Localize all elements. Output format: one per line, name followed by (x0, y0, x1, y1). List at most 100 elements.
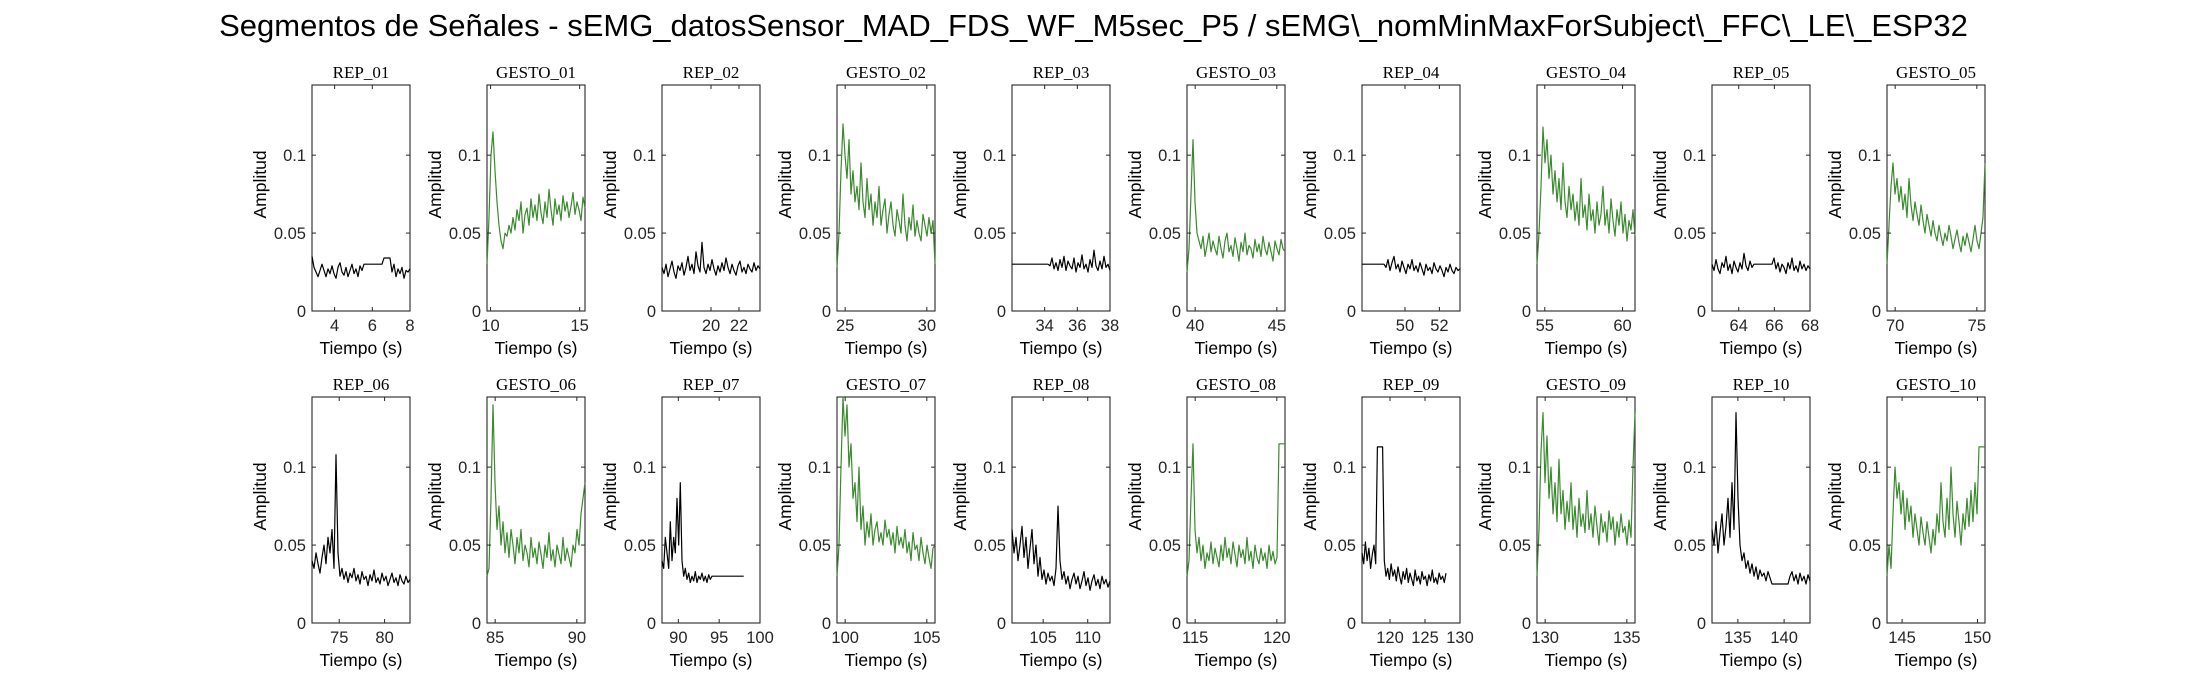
x-axis-label: Tiempo (s) (1895, 650, 1978, 670)
series-line (1362, 255, 1461, 278)
x-axis-label: Tiempo (s) (1545, 650, 1628, 670)
y-tick-label: 0.1 (1333, 459, 1356, 477)
y-axis-label: Amplitud (1650, 150, 1670, 218)
subplot-gesto-05: 70 75 0 0.05 0.1 GESTO_05 Tiempo (s) Amplitud (1825, 63, 1986, 358)
x-tick-label: 120 (1263, 629, 1291, 647)
x-tick-label: 20 (702, 317, 720, 335)
x-tick-label: 70 (1886, 317, 1904, 335)
x-tick-label: 60 (1613, 317, 1631, 335)
x-tick-label: 100 (746, 629, 774, 647)
y-tick-label: 0 (1172, 615, 1181, 633)
axes-box (1361, 396, 1461, 624)
x-tick-label: 40 (1186, 317, 1204, 335)
y-tick-label: 0.1 (1683, 459, 1706, 477)
series-line (311, 454, 411, 587)
x-axis-label: Tiempo (s) (1370, 338, 1453, 358)
y-axis-label: Amplitud (250, 462, 270, 530)
x-tick-label: 105 (913, 629, 941, 647)
subplot-title: REP_09 (1383, 375, 1440, 394)
y-tick-label: 0.1 (1508, 147, 1531, 165)
x-tick-label: 10 (481, 317, 499, 335)
series-line (1886, 446, 1985, 577)
subplot-title: REP_01 (333, 63, 390, 82)
x-axis-label: Tiempo (s) (1370, 650, 1453, 670)
x-axis-label: Tiempo (s) (845, 338, 928, 358)
y-axis-label: Amplitud (775, 462, 795, 530)
y-tick-label: 0.1 (983, 147, 1006, 165)
y-tick-label: 0 (297, 615, 306, 633)
subplot-rep-05: 64 66 68 0 0.05 0.1 REP_05 Tiempo (s) Amplitud (1650, 63, 1819, 358)
x-tick-label: 45 (1268, 317, 1286, 335)
axes-box (311, 84, 411, 312)
y-tick-label: 0.1 (633, 459, 656, 477)
y-axis-label: Amplitud (775, 150, 795, 218)
subplot-title: GESTO_04 (1546, 63, 1626, 82)
x-axis-label: Tiempo (s) (495, 650, 578, 670)
subplot-title: GESTO_10 (1896, 375, 1976, 394)
x-tick-label: 50 (1396, 317, 1414, 335)
x-axis-label: Tiempo (s) (1020, 338, 1103, 358)
series-line (661, 241, 761, 279)
axes-box (836, 396, 936, 624)
subplot-rep-09: 120 125 130 0 0.05 0.1 REP_09 Tiempo (s) Amplitu… (1300, 375, 1474, 670)
x-tick-label: 68 (1801, 317, 1819, 335)
y-axis-label: Amplitud (250, 150, 270, 218)
x-axis-label: Tiempo (s) (1195, 338, 1278, 358)
y-axis-label: Amplitud (1475, 150, 1495, 218)
y-tick-label: 0 (1697, 615, 1706, 633)
series-line (1011, 505, 1111, 591)
y-axis-label: Amplitud (1825, 150, 1845, 218)
x-tick-label: 120 (1376, 629, 1404, 647)
y-tick-label: 0.1 (808, 459, 831, 477)
x-tick-label: 8 (405, 317, 414, 335)
series-line (1012, 249, 1111, 273)
axes-box (486, 396, 586, 624)
series-line (836, 396, 936, 577)
y-axis-label: Amplitud (1125, 462, 1145, 530)
series-line (486, 404, 586, 577)
y-tick-label: 0 (647, 303, 656, 321)
y-tick-label: 0.1 (1333, 147, 1356, 165)
subplot-title: REP_10 (1733, 375, 1790, 394)
series-line (1536, 126, 1636, 265)
x-tick-label: 22 (730, 317, 748, 335)
series-line (836, 123, 936, 268)
y-tick-label: 0.1 (458, 459, 481, 477)
y-axis-label: Amplitud (950, 462, 970, 530)
y-tick-label: 0 (822, 615, 831, 633)
y-tick-label: 0.1 (808, 147, 831, 165)
axes-box (661, 396, 761, 624)
y-tick-label: 0.1 (1858, 147, 1881, 165)
subplot-gesto-07: 100 105 0 0.05 0.1 GESTO_07 Tiempo (s) Amplitud (775, 375, 941, 670)
y-tick-label: 0.1 (1858, 459, 1881, 477)
subplot-rep-02: 20 22 0 0.05 0.1 REP_02 Tiempo (s) Amplitud (600, 63, 761, 358)
subplot-title: REP_05 (1733, 63, 1790, 82)
y-axis-label: Amplitud (1825, 462, 1845, 530)
x-tick-label: 90 (568, 629, 586, 647)
subplot-rep-07: 90 95 100 0 0.05 0.1 REP_07 Tiempo (s) Amplitud (600, 375, 774, 670)
y-tick-label: 0.05 (1149, 537, 1181, 555)
y-tick-label: 0.1 (283, 147, 306, 165)
subplot-rep-03: 34 36 38 0 0.05 0.1 REP_03 Tiempo (s) Amplitud (950, 63, 1119, 358)
y-axis-label: Amplitud (600, 150, 620, 218)
x-tick-label: 64 (1730, 317, 1748, 335)
y-tick-label: 0 (997, 615, 1006, 633)
subplot-title: REP_08 (1033, 375, 1090, 394)
subplot-gesto-09: 130 135 0 0.05 0.1 GESTO_09 Tiempo (s) Amplitud (1475, 375, 1641, 670)
y-axis-label: Amplitud (425, 150, 445, 218)
subplot-title: GESTO_03 (1196, 63, 1276, 82)
series-line (1186, 139, 1286, 273)
y-tick-label: 0.05 (1499, 537, 1531, 555)
x-tick-label: 85 (486, 629, 504, 647)
subplot-title: GESTO_01 (496, 63, 576, 82)
y-tick-label: 0 (297, 303, 306, 321)
y-tick-label: 0 (1347, 303, 1356, 321)
x-tick-label: 150 (1964, 629, 1992, 647)
subplot-title: GESTO_07 (846, 375, 926, 394)
x-axis-label: Tiempo (s) (1020, 650, 1103, 670)
subplot-gesto-04: 55 60 0 0.05 0.1 GESTO_04 Tiempo (s) Amplitud (1475, 63, 1636, 358)
x-tick-label: 4 (330, 317, 339, 335)
x-tick-label: 38 (1101, 317, 1119, 335)
y-tick-label: 0 (1347, 615, 1356, 633)
